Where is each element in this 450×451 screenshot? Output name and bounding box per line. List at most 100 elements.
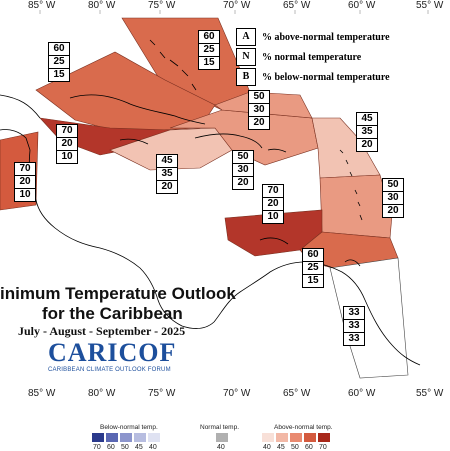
map-title: inimum Temperature Outlook: [0, 284, 236, 303]
legend-swatch-above-60: [304, 433, 316, 442]
normal-value: 25: [303, 262, 323, 275]
forecast-box-hispaniola: 50 30 20: [232, 150, 254, 190]
key-text: % below-normal temperature: [262, 71, 390, 83]
below-value: 33: [348, 333, 360, 344]
caricof-logo: CARICOF: [48, 338, 177, 367]
lon-label-top: 70° W: [223, 0, 251, 11]
legend-swatch-normal-40: [216, 433, 228, 442]
lon-label-top: 85° W: [28, 0, 56, 11]
normal-value: 20: [263, 198, 283, 211]
legend-value: 45: [135, 444, 143, 451]
key-letter: A: [236, 28, 256, 46]
forecast-box-central: 45 35 20: [156, 154, 178, 194]
legend-value: 70: [93, 444, 101, 451]
legend-value: 50: [121, 444, 129, 451]
above-value: 50: [233, 151, 253, 164]
normal-value: 30: [233, 164, 253, 177]
normal-value: 25: [49, 56, 69, 69]
above-value: 70: [57, 125, 77, 138]
key-text: % above-normal temperature: [262, 31, 390, 43]
legend-swatch-above-45: [276, 433, 288, 442]
forecast-box-abc: 70 20 10: [262, 184, 284, 224]
below-value: 15: [53, 69, 65, 80]
lon-label-bottom: 80° W: [88, 388, 116, 399]
key-text: % normal temperature: [262, 51, 362, 63]
forecast-box-bahamas: 60 25 15: [198, 30, 220, 70]
legend-value: 70: [319, 444, 327, 451]
lon-label-top: 65° W: [283, 0, 311, 11]
legend-value: 50: [291, 444, 299, 451]
legend-value: 40: [263, 444, 271, 451]
legend-below-title: Below-normal temp.: [100, 424, 158, 431]
map-subtitle: for the Caribbean: [42, 304, 183, 323]
below-value: 20: [161, 181, 173, 192]
legend-swatch-below-70: [92, 433, 104, 442]
key-row-normal: N % normal temperature: [236, 47, 390, 67]
below-value: 15: [203, 57, 215, 68]
key-row-above: A % above-normal temperature: [236, 27, 390, 47]
below-value: 20: [237, 177, 249, 188]
lon-label-top: 60° W: [348, 0, 376, 11]
normal-value: 35: [357, 126, 377, 139]
lon-label-bottom: 65° W: [283, 388, 311, 399]
above-value: 50: [249, 91, 269, 104]
normal-value: 20: [57, 138, 77, 151]
legend-swatch-below-45: [134, 433, 146, 442]
caricof-logo-subtitle: CARIBBEAN CLIMATE OUTLOOK FORUM: [48, 367, 171, 373]
above-value: 45: [157, 155, 177, 168]
lon-label-bottom: 55° W: [416, 388, 444, 399]
legend-above-title: Above-normal temp.: [274, 424, 333, 431]
below-value: 20: [387, 205, 399, 216]
lon-label-bottom: 85° W: [28, 388, 56, 399]
normal-value: 30: [383, 192, 403, 205]
normal-value: 20: [15, 176, 35, 189]
above-value: 33: [344, 307, 364, 320]
probability-key: A % above-normal temperature N % normal …: [236, 27, 390, 87]
above-value: 50: [383, 179, 403, 192]
normal-value: 35: [157, 168, 177, 181]
normal-value: 30: [249, 104, 269, 117]
forecast-box-turks: 50 30 20: [248, 90, 270, 130]
below-value: 15: [307, 275, 319, 286]
above-value: 70: [15, 163, 35, 176]
forecast-box-jamaica: 70 20 10: [56, 124, 78, 164]
forecast-box-trinidad: 60 25 15: [302, 248, 324, 288]
legend-swatch-above-40: [262, 433, 274, 442]
above-value: 60: [49, 43, 69, 56]
legend-swatch-below-50: [120, 433, 132, 442]
above-value: 45: [357, 113, 377, 126]
lon-label-bottom: 60° W: [348, 388, 376, 399]
lon-label-top: 55° W: [416, 0, 444, 11]
below-value: 10: [267, 211, 279, 222]
above-value: 60: [303, 249, 323, 262]
legend-swatch-below-40: [148, 433, 160, 442]
zone-guianas: [329, 257, 409, 379]
legend-swatch-above-70: [318, 433, 330, 442]
below-value: 10: [19, 189, 31, 200]
forecast-box-belize: 70 20 10: [14, 162, 36, 202]
legend-swatch-below-60: [106, 433, 118, 442]
grid-ticks: [39, 10, 429, 14]
forecast-box-cuba: 60 25 15: [48, 42, 70, 82]
key-letter: N: [236, 48, 256, 66]
lon-label-top: 75° W: [148, 0, 176, 11]
legend-value: 40: [217, 444, 225, 451]
below-value: 10: [61, 151, 73, 162]
key-letter: B: [236, 68, 256, 86]
legend-value: 40: [149, 444, 157, 451]
above-value: 70: [263, 185, 283, 198]
legend-swatch-above-50: [290, 433, 302, 442]
key-row-below: B % below-normal temperature: [236, 67, 390, 87]
forecast-box-guianas: 33 33 33: [343, 306, 365, 346]
normal-value: 25: [199, 44, 219, 57]
forecast-period: July - August - September - 2025: [18, 324, 186, 338]
legend-normal-title: Normal temp.: [200, 424, 240, 431]
legend-value: 60: [107, 444, 115, 451]
below-value: 20: [361, 139, 373, 150]
lon-label-bottom: 75° W: [148, 388, 176, 399]
forecast-box-leeward: 45 35 20: [356, 112, 378, 152]
legend-value: 60: [305, 444, 313, 451]
above-value: 60: [199, 31, 219, 44]
forecast-box-windward: 50 30 20: [382, 178, 404, 218]
